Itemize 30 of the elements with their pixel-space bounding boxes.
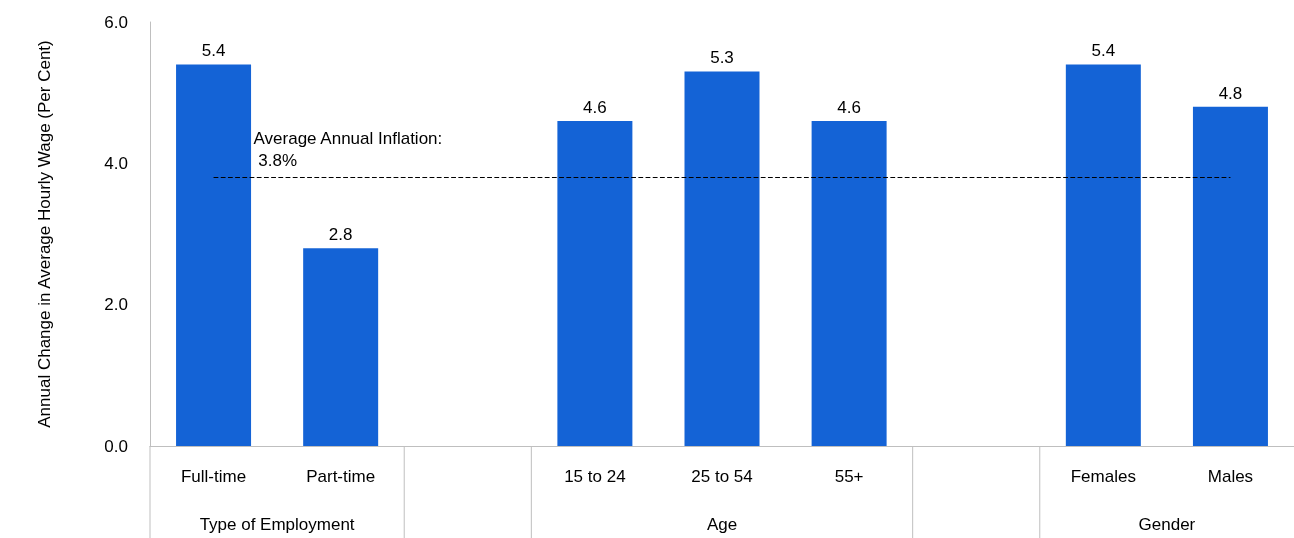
- bar: [176, 64, 252, 446]
- bar: [684, 71, 760, 446]
- data-label: 4.8: [1218, 83, 1243, 103]
- data-label: 5.4: [1091, 41, 1116, 61]
- data-label: 2.8: [328, 225, 353, 245]
- data-label: 5.4: [201, 41, 226, 61]
- y-tick-label: 0.0: [104, 436, 128, 456]
- y-tick-label: 6.0: [104, 12, 128, 32]
- x-tick-label: Males: [1207, 467, 1254, 486]
- bar: [557, 120, 633, 446]
- text: Type of Employment: [199, 514, 355, 534]
- ref-line-label: Average Annual Inflation: 3.8%: [253, 128, 443, 170]
- x-tick-label: Females: [1070, 467, 1136, 486]
- y-axis-title: Annual Change in Average Hourly Wage (Per Cent): [34, 40, 54, 428]
- y-tick-label: 4.0: [104, 153, 128, 173]
- bar: [1065, 64, 1141, 446]
- bar: [1192, 106, 1268, 446]
- x-tick-label: 55+: [834, 467, 864, 486]
- x-tick-label: Part-time: [306, 467, 376, 486]
- text: Gender: [1138, 514, 1196, 534]
- y-tick-label: 2.0: [104, 295, 128, 315]
- x-tick-label: 15 to 24: [564, 467, 626, 486]
- data-label: 4.6: [837, 97, 861, 117]
- data-label: 5.3: [710, 48, 734, 68]
- x-tick-label: 25 to 54: [691, 467, 753, 486]
- bar: [811, 120, 887, 446]
- x-tick-label: Full-time: [180, 467, 247, 486]
- bar: [303, 248, 379, 446]
- text: Age: [706, 514, 738, 534]
- data-label: 4.6: [583, 97, 607, 117]
